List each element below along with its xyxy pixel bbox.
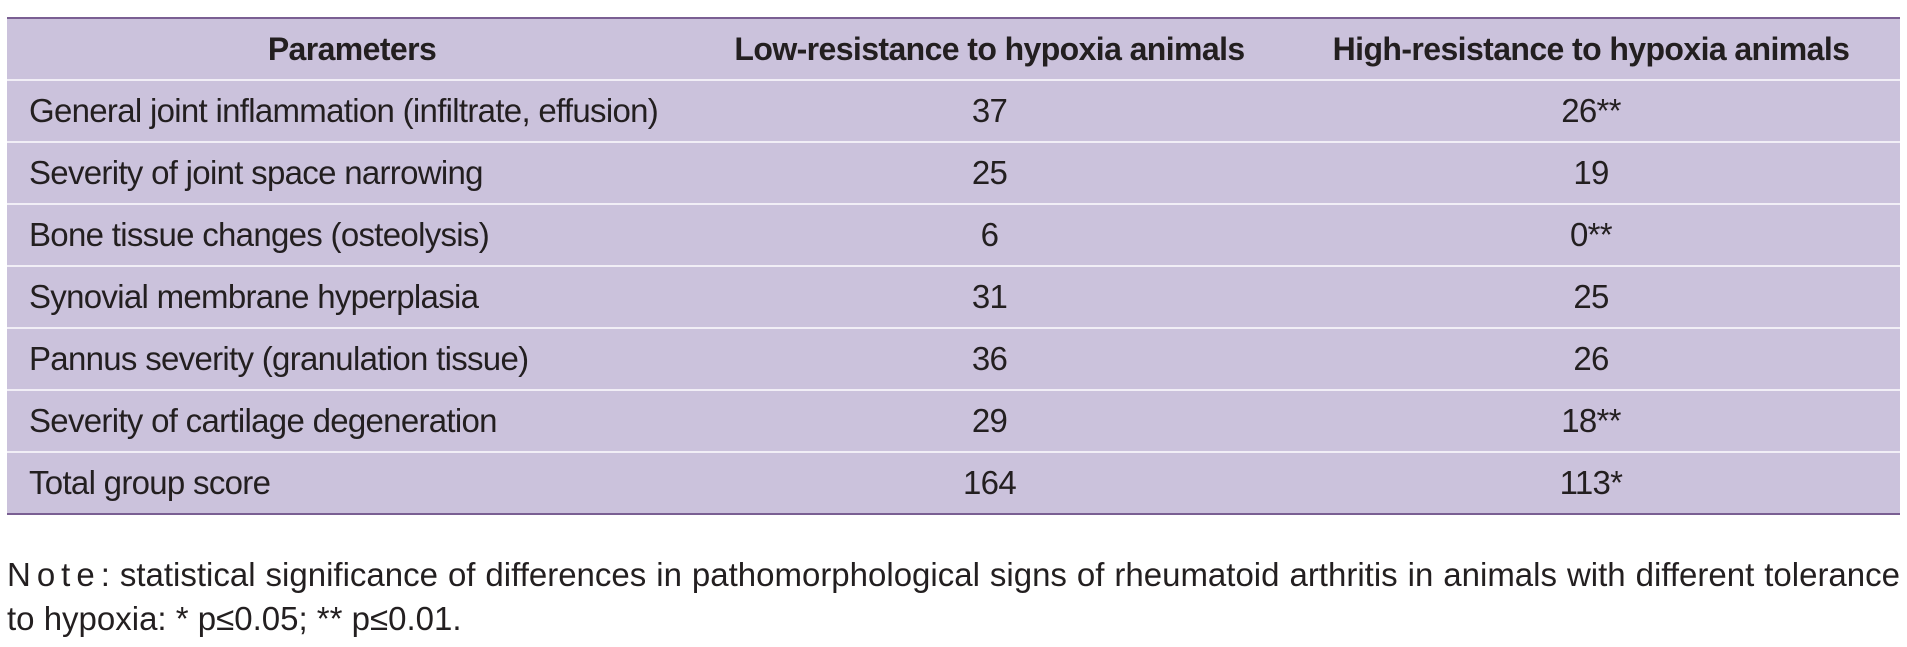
row-high-value: 113* — [1559, 464, 1623, 501]
note-label: Note — [7, 556, 101, 593]
row-parameter: General joint inflammation (infiltrate, … — [7, 80, 697, 143]
table-header-row: Parameters Low-resistance to hypoxia ani… — [7, 18, 1900, 81]
row-parameter: Bone tissue changes (osteolysis) — [7, 204, 697, 267]
header-high-resistance: High-resistance to hypoxia animals — [1282, 18, 1900, 81]
row-parameter: Total group score — [29, 464, 271, 501]
header-parameters: Parameters — [7, 18, 697, 81]
table-row: Severity of cartilage degeneration 29 18… — [7, 390, 1900, 453]
row-low-value: 6 — [697, 204, 1282, 267]
row-parameter: Severity of cartilage degeneration — [7, 390, 697, 453]
table-row: Synovial membrane hyperplasia 31 25 — [7, 266, 1900, 329]
note-text: : statistical significance of difference… — [7, 556, 1900, 637]
row-low-value: 31 — [697, 266, 1282, 329]
row-high-value: 19 — [1282, 142, 1900, 205]
table-row: General joint inflammation (infiltrate, … — [7, 80, 1900, 143]
results-table-container: Parameters Low-resistance to hypoxia ani… — [7, 17, 1900, 515]
row-high-value: 26 — [1282, 328, 1900, 391]
row-high-value: 0** — [1282, 204, 1900, 267]
row-parameter: Synovial membrane hyperplasia — [7, 266, 697, 329]
row-low-value: 36 — [697, 328, 1282, 391]
row-parameter: Pannus severity (granulation tissue) — [7, 328, 697, 391]
row-high-value: 25 — [1282, 266, 1900, 329]
row-low-value: 164 — [963, 464, 1017, 501]
table-row: Severity of joint space narrowing 25 19 — [7, 142, 1900, 205]
header-low-resistance: Low-resistance to hypoxia animals — [697, 18, 1282, 81]
row-low-value: 29 — [697, 390, 1282, 453]
table-row-total: Total group score 164 113* — [7, 452, 1900, 514]
row-high-value: 26** — [1282, 80, 1900, 143]
row-high-value: 18** — [1282, 390, 1900, 453]
row-parameter: Severity of joint space narrowing — [7, 142, 697, 205]
results-table: Parameters Low-resistance to hypoxia ani… — [7, 17, 1900, 515]
table-row: Pannus severity (granulation tissue) 36 … — [7, 328, 1900, 391]
table-row: Bone tissue changes (osteolysis) 6 0** — [7, 204, 1900, 267]
row-low-value: 37 — [697, 80, 1282, 143]
row-low-value: 25 — [697, 142, 1282, 205]
table-footnote: Note: statistical significance of differ… — [7, 553, 1900, 641]
